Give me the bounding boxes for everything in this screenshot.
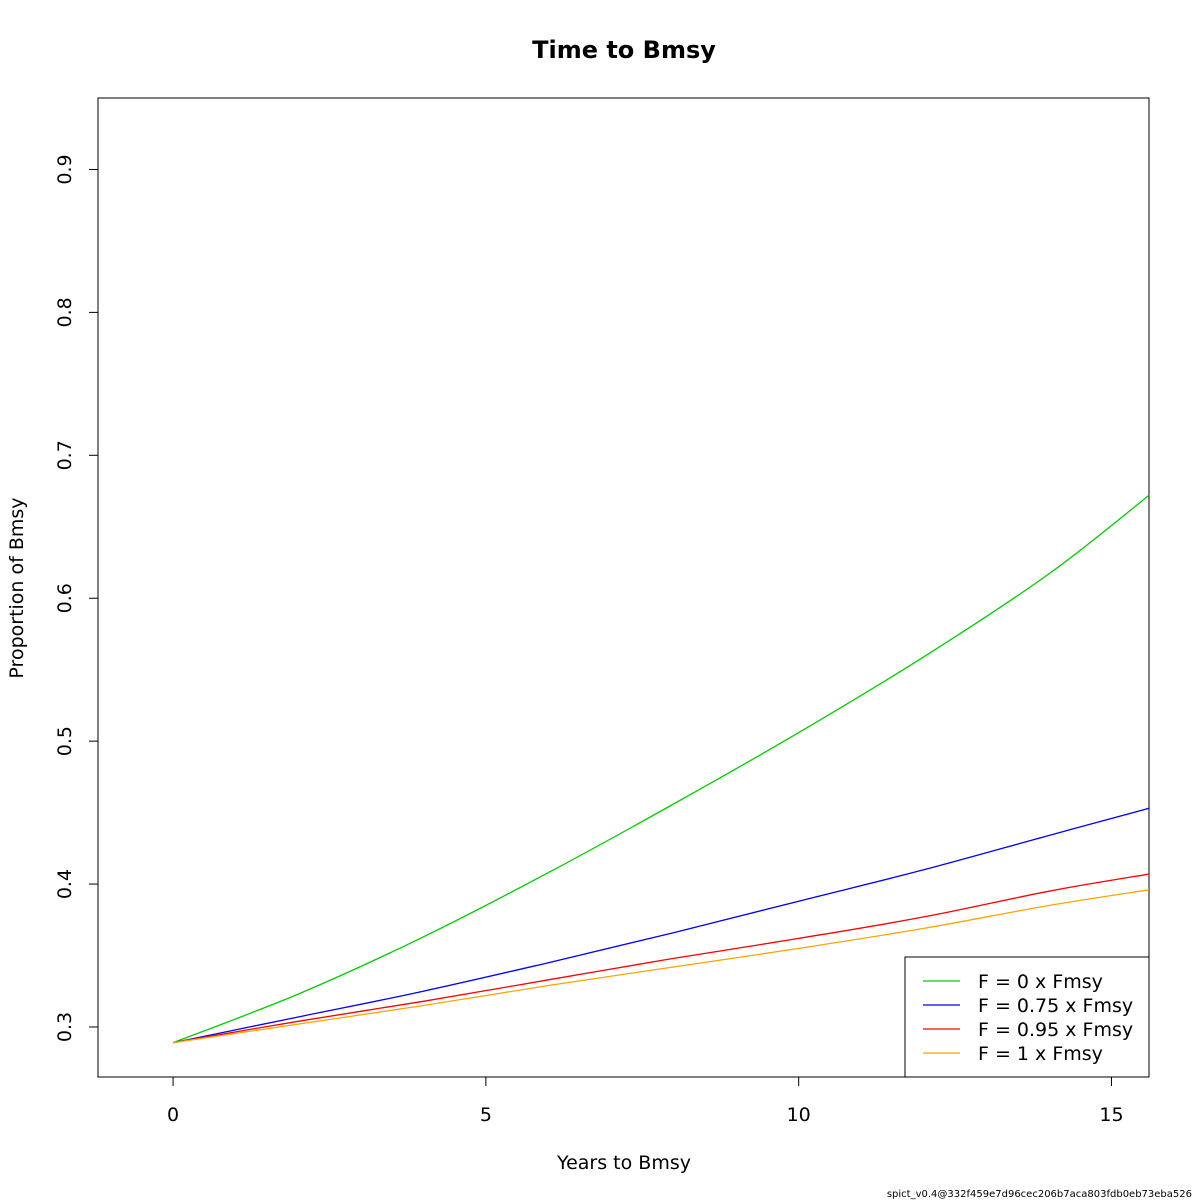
series-line-4 [173,889,1150,1044]
x-tick-label: 15 [1099,1104,1123,1126]
series-line-3 [172,873,1150,1044]
legend-entry-label: F = 0.75 x Fmsy [978,995,1133,1017]
y-tick-label: 0.7 [54,440,76,470]
y-tick-label: 0.8 [54,297,76,327]
x-axis-label: Years to Bmsy [556,1152,691,1174]
x-tick-label: 10 [787,1104,811,1126]
series-line-2 [172,807,1150,1044]
y-tick-label: 0.4 [54,869,76,899]
y-tick-label: 0.6 [54,583,76,613]
x-tick-label: 0 [167,1104,179,1126]
y-tick-label: 0.9 [54,154,76,184]
axes-ticks: 0 5 10 15 0.3 0.4 0.5 0.6 0.7 0.8 0.9 [54,154,1124,1126]
series-line-1 [172,494,1150,1044]
chart-title: Time to Bmsy [532,36,716,64]
y-tick-label: 0.5 [54,726,76,756]
footer-version-text: spict_v0.4@332f459e7d96cec206b7aca803fdb… [887,1189,1192,1200]
series-lines [172,494,1150,1044]
legend-entry-label: F = 0.95 x Fmsy [978,1019,1133,1041]
y-tick-label: 0.3 [54,1012,76,1042]
x-tick-label: 5 [480,1104,492,1126]
legend-box [904,956,1150,1078]
plot-area-frame [97,97,1150,1078]
legend-entry-label: F = 1 x Fmsy [978,1043,1103,1065]
legend-entry-label: F = 0 x Fmsy [978,971,1103,993]
y-axis-label: Proportion of Bmsy [6,497,28,678]
